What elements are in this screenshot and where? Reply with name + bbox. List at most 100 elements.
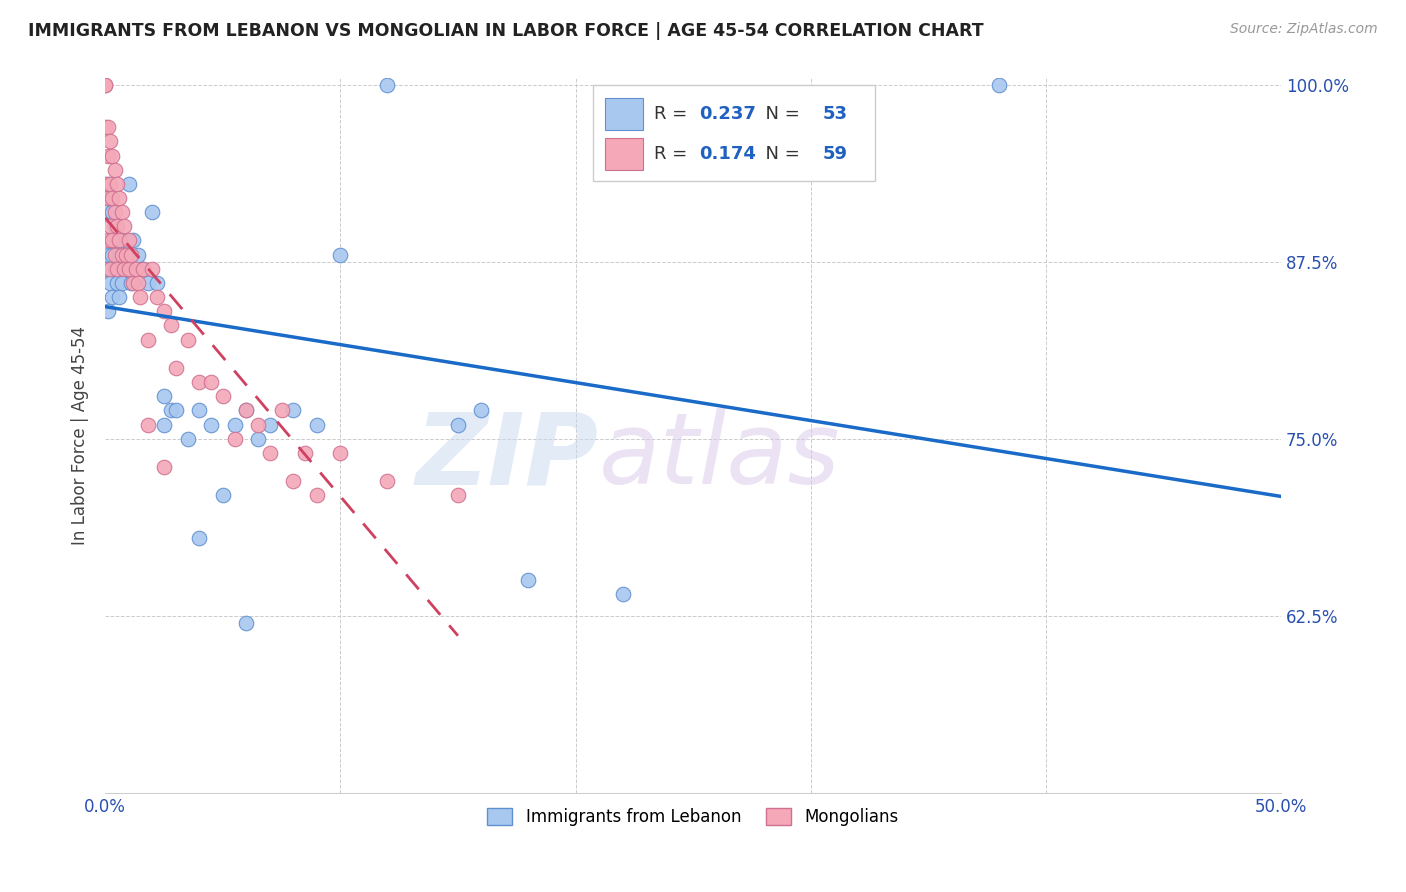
Point bbox=[118, 247, 141, 261]
Point bbox=[211, 389, 233, 403]
Point bbox=[105, 234, 128, 248]
Legend: Immigrants from Lebanon, Mongolians: Immigrants from Lebanon, Mongolians bbox=[479, 799, 907, 834]
Text: 53: 53 bbox=[823, 105, 848, 123]
Point bbox=[101, 247, 124, 261]
Point bbox=[108, 191, 131, 205]
Point bbox=[235, 403, 257, 417]
Point bbox=[224, 432, 246, 446]
Point bbox=[188, 531, 211, 545]
Point bbox=[153, 389, 176, 403]
Text: 0.237: 0.237 bbox=[699, 105, 756, 123]
Point bbox=[136, 276, 159, 290]
Point bbox=[94, 177, 117, 191]
Point bbox=[94, 261, 117, 276]
Point bbox=[94, 78, 117, 92]
Point bbox=[200, 375, 222, 389]
Point bbox=[115, 261, 138, 276]
Text: N =: N = bbox=[754, 105, 806, 123]
Point bbox=[105, 177, 128, 191]
Text: 0.174: 0.174 bbox=[699, 145, 756, 163]
Point bbox=[132, 261, 155, 276]
Text: N =: N = bbox=[754, 145, 806, 163]
Point bbox=[97, 234, 120, 248]
Point bbox=[224, 417, 246, 432]
Text: 59: 59 bbox=[823, 145, 848, 163]
Point bbox=[105, 219, 128, 234]
Point bbox=[305, 417, 328, 432]
Point bbox=[111, 247, 134, 261]
Point bbox=[120, 247, 142, 261]
Point bbox=[111, 276, 134, 290]
Point bbox=[283, 474, 305, 488]
Point bbox=[127, 276, 149, 290]
Point bbox=[247, 432, 270, 446]
Point bbox=[294, 446, 316, 460]
Point bbox=[235, 403, 257, 417]
FancyBboxPatch shape bbox=[605, 98, 643, 130]
Point bbox=[247, 417, 270, 432]
Point bbox=[108, 234, 131, 248]
Point bbox=[120, 276, 142, 290]
Point bbox=[259, 417, 281, 432]
Point bbox=[104, 205, 127, 219]
Point bbox=[329, 446, 352, 460]
Point bbox=[94, 205, 117, 219]
Point bbox=[129, 290, 152, 304]
FancyBboxPatch shape bbox=[593, 85, 876, 181]
Text: ZIP: ZIP bbox=[416, 409, 599, 505]
Point bbox=[377, 474, 399, 488]
Point bbox=[153, 460, 176, 475]
Point bbox=[98, 177, 121, 191]
Point bbox=[118, 177, 141, 191]
Point bbox=[283, 403, 305, 417]
Point bbox=[101, 191, 124, 205]
Point bbox=[305, 488, 328, 502]
Point bbox=[165, 360, 187, 375]
Point bbox=[112, 247, 135, 261]
Point bbox=[176, 333, 198, 347]
Point bbox=[104, 247, 127, 261]
Point bbox=[447, 417, 470, 432]
Point bbox=[97, 191, 120, 205]
Point bbox=[112, 219, 135, 234]
Point bbox=[101, 290, 124, 304]
FancyBboxPatch shape bbox=[605, 138, 643, 169]
Point bbox=[160, 403, 183, 417]
Point bbox=[98, 134, 121, 148]
Point bbox=[987, 78, 1010, 92]
Point bbox=[122, 234, 145, 248]
Point bbox=[153, 417, 176, 432]
Point bbox=[153, 304, 176, 318]
Point bbox=[104, 162, 127, 177]
Point bbox=[125, 261, 148, 276]
Point bbox=[270, 403, 292, 417]
Point bbox=[101, 148, 124, 162]
Point bbox=[115, 247, 138, 261]
Point bbox=[176, 432, 198, 446]
Text: atlas: atlas bbox=[599, 409, 841, 505]
Point bbox=[105, 261, 128, 276]
Y-axis label: In Labor Force | Age 45-54: In Labor Force | Age 45-54 bbox=[72, 326, 89, 545]
Point bbox=[98, 261, 121, 276]
Point bbox=[136, 333, 159, 347]
Point bbox=[211, 488, 233, 502]
Point bbox=[97, 177, 120, 191]
Point bbox=[200, 417, 222, 432]
Point bbox=[188, 375, 211, 389]
Point bbox=[146, 290, 169, 304]
Point bbox=[94, 120, 117, 135]
Point bbox=[141, 205, 163, 219]
Point bbox=[97, 120, 120, 135]
Point bbox=[97, 247, 120, 261]
Point bbox=[101, 205, 124, 219]
Point bbox=[329, 247, 352, 261]
Point bbox=[136, 417, 159, 432]
Point bbox=[118, 234, 141, 248]
Point bbox=[98, 276, 121, 290]
Point bbox=[470, 403, 492, 417]
Point bbox=[377, 78, 399, 92]
Point bbox=[108, 290, 131, 304]
Point bbox=[101, 234, 124, 248]
Point bbox=[146, 276, 169, 290]
Point bbox=[122, 276, 145, 290]
